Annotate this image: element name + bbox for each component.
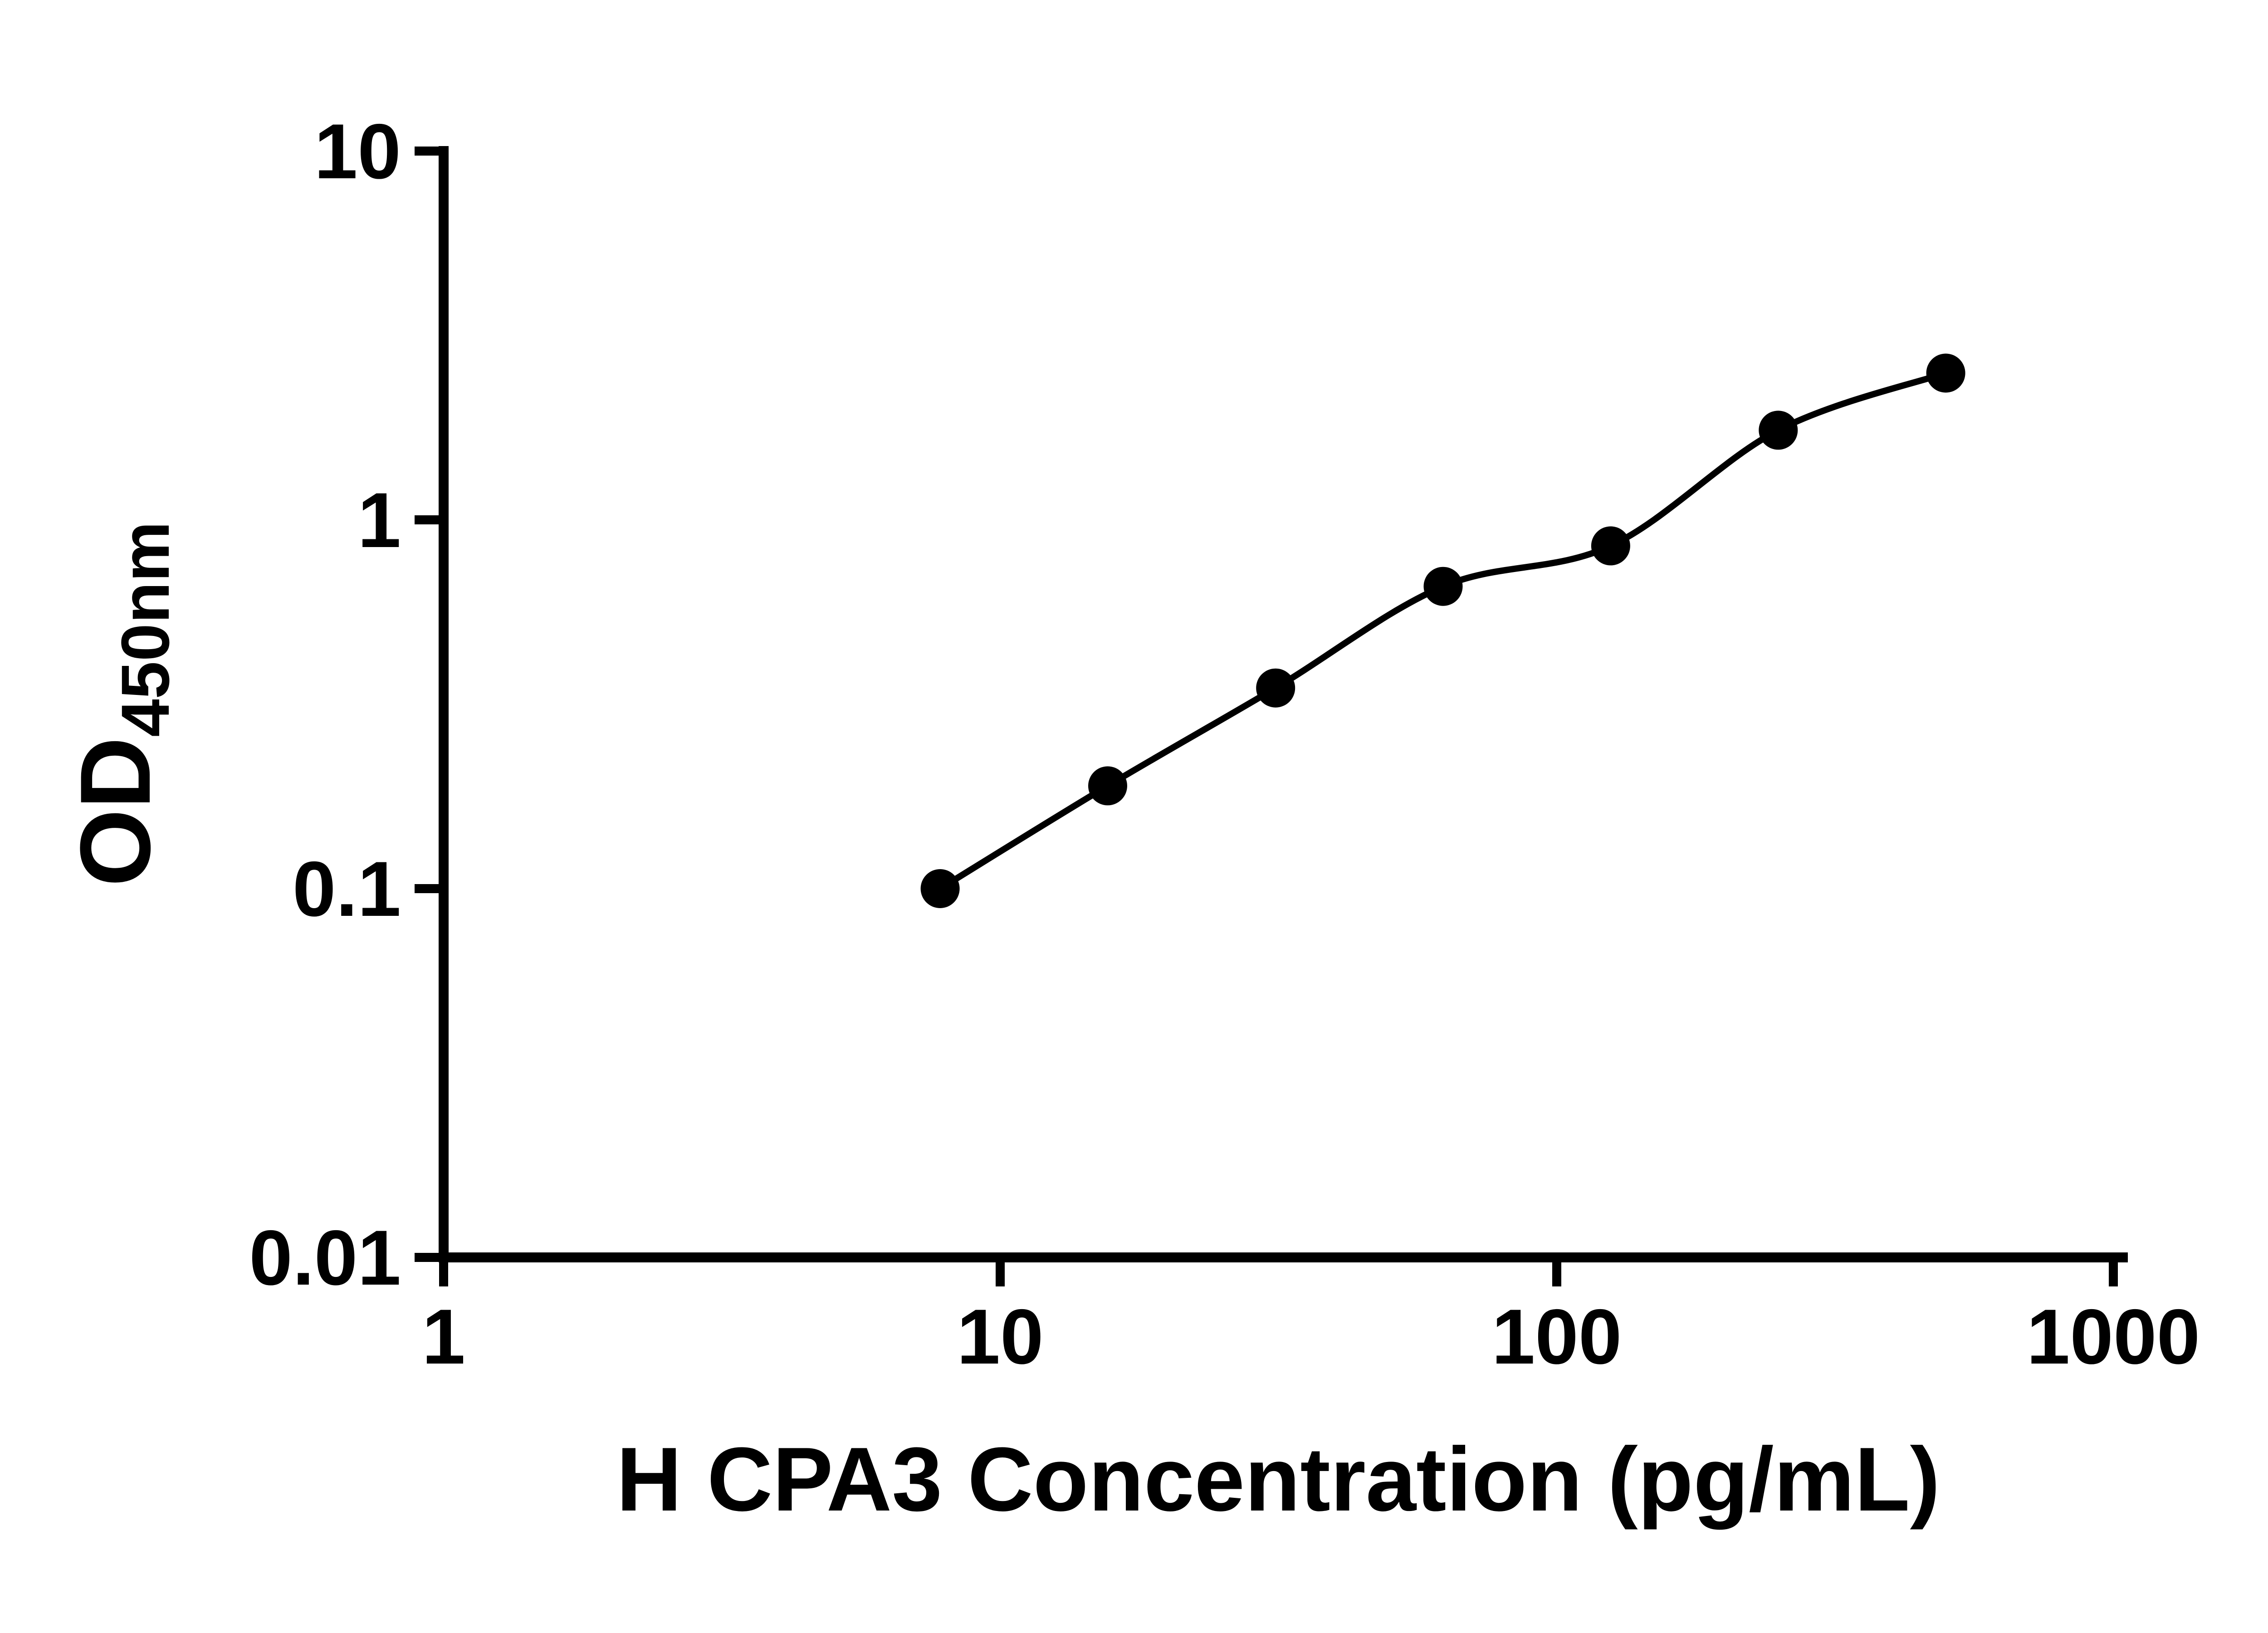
x-tick-label: 1 bbox=[422, 1293, 465, 1380]
axes-frame bbox=[439, 146, 2128, 1262]
data-point bbox=[1926, 353, 1965, 393]
data-point bbox=[1591, 526, 1630, 566]
data-point bbox=[1759, 411, 1798, 450]
data-point bbox=[1423, 567, 1463, 606]
y-axis-label: OD450nm bbox=[59, 521, 183, 886]
data-point bbox=[1088, 766, 1127, 806]
data-point bbox=[920, 869, 960, 908]
plot-area: 1 10 100 1000 0.01 0.1 1 10 bbox=[249, 108, 2200, 1380]
x-axis-label: H CPA3 Concentration (pg/mL) bbox=[616, 1429, 1940, 1530]
x-tick-label: 100 bbox=[1492, 1293, 1622, 1380]
y-tick-label: 10 bbox=[314, 108, 401, 195]
y-axis-label-main: OD bbox=[59, 737, 171, 887]
data-point bbox=[1256, 668, 1295, 708]
x-tick-label: 10 bbox=[957, 1293, 1043, 1380]
fit-curve bbox=[937, 370, 1949, 892]
y-tick-label: 0.1 bbox=[293, 846, 401, 933]
y-tick-label: 1 bbox=[357, 477, 401, 564]
y-axis-label-subscript: 450nm bbox=[107, 521, 183, 737]
y-tick-label: 0.01 bbox=[249, 1214, 401, 1301]
x-tick-label: 1000 bbox=[2027, 1293, 2200, 1380]
